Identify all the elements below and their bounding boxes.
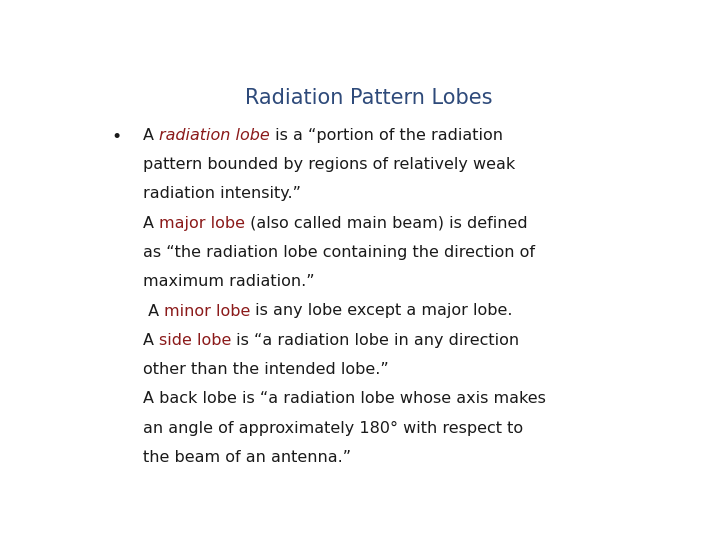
Text: pattern bounded by regions of relatively weak: pattern bounded by regions of relatively…: [143, 157, 515, 172]
Text: radiation intensity.”: radiation intensity.”: [143, 186, 301, 201]
Text: is “a radiation lobe in any direction: is “a radiation lobe in any direction: [231, 333, 519, 348]
Text: minor lobe: minor lobe: [164, 303, 251, 319]
Text: is any lobe except a major lobe.: is any lobe except a major lobe.: [251, 303, 513, 319]
Text: A: A: [143, 215, 159, 231]
Text: is a “portion of the radiation: is a “portion of the radiation: [269, 128, 503, 143]
Text: Radiation Pattern Lobes: Radiation Pattern Lobes: [246, 88, 492, 108]
Text: other than the intended lobe.”: other than the intended lobe.”: [143, 362, 389, 377]
Text: A: A: [143, 128, 159, 143]
Text: the beam of an antenna.”: the beam of an antenna.”: [143, 450, 351, 465]
Text: radiation lobe: radiation lobe: [159, 128, 269, 143]
Text: A back lobe is “a radiation lobe whose axis makes: A back lobe is “a radiation lobe whose a…: [143, 392, 546, 406]
Text: an angle of approximately 180° with respect to: an angle of approximately 180° with resp…: [143, 421, 523, 436]
Text: •: •: [112, 128, 122, 146]
Text: (also called main beam) is defined: (also called main beam) is defined: [245, 215, 528, 231]
Text: A: A: [143, 333, 159, 348]
Text: as “the radiation lobe containing the direction of: as “the radiation lobe containing the di…: [143, 245, 535, 260]
Text: side lobe: side lobe: [159, 333, 231, 348]
Text: major lobe: major lobe: [159, 215, 245, 231]
Text: maximum radiation.”: maximum radiation.”: [143, 274, 315, 289]
Text: A: A: [143, 303, 164, 319]
